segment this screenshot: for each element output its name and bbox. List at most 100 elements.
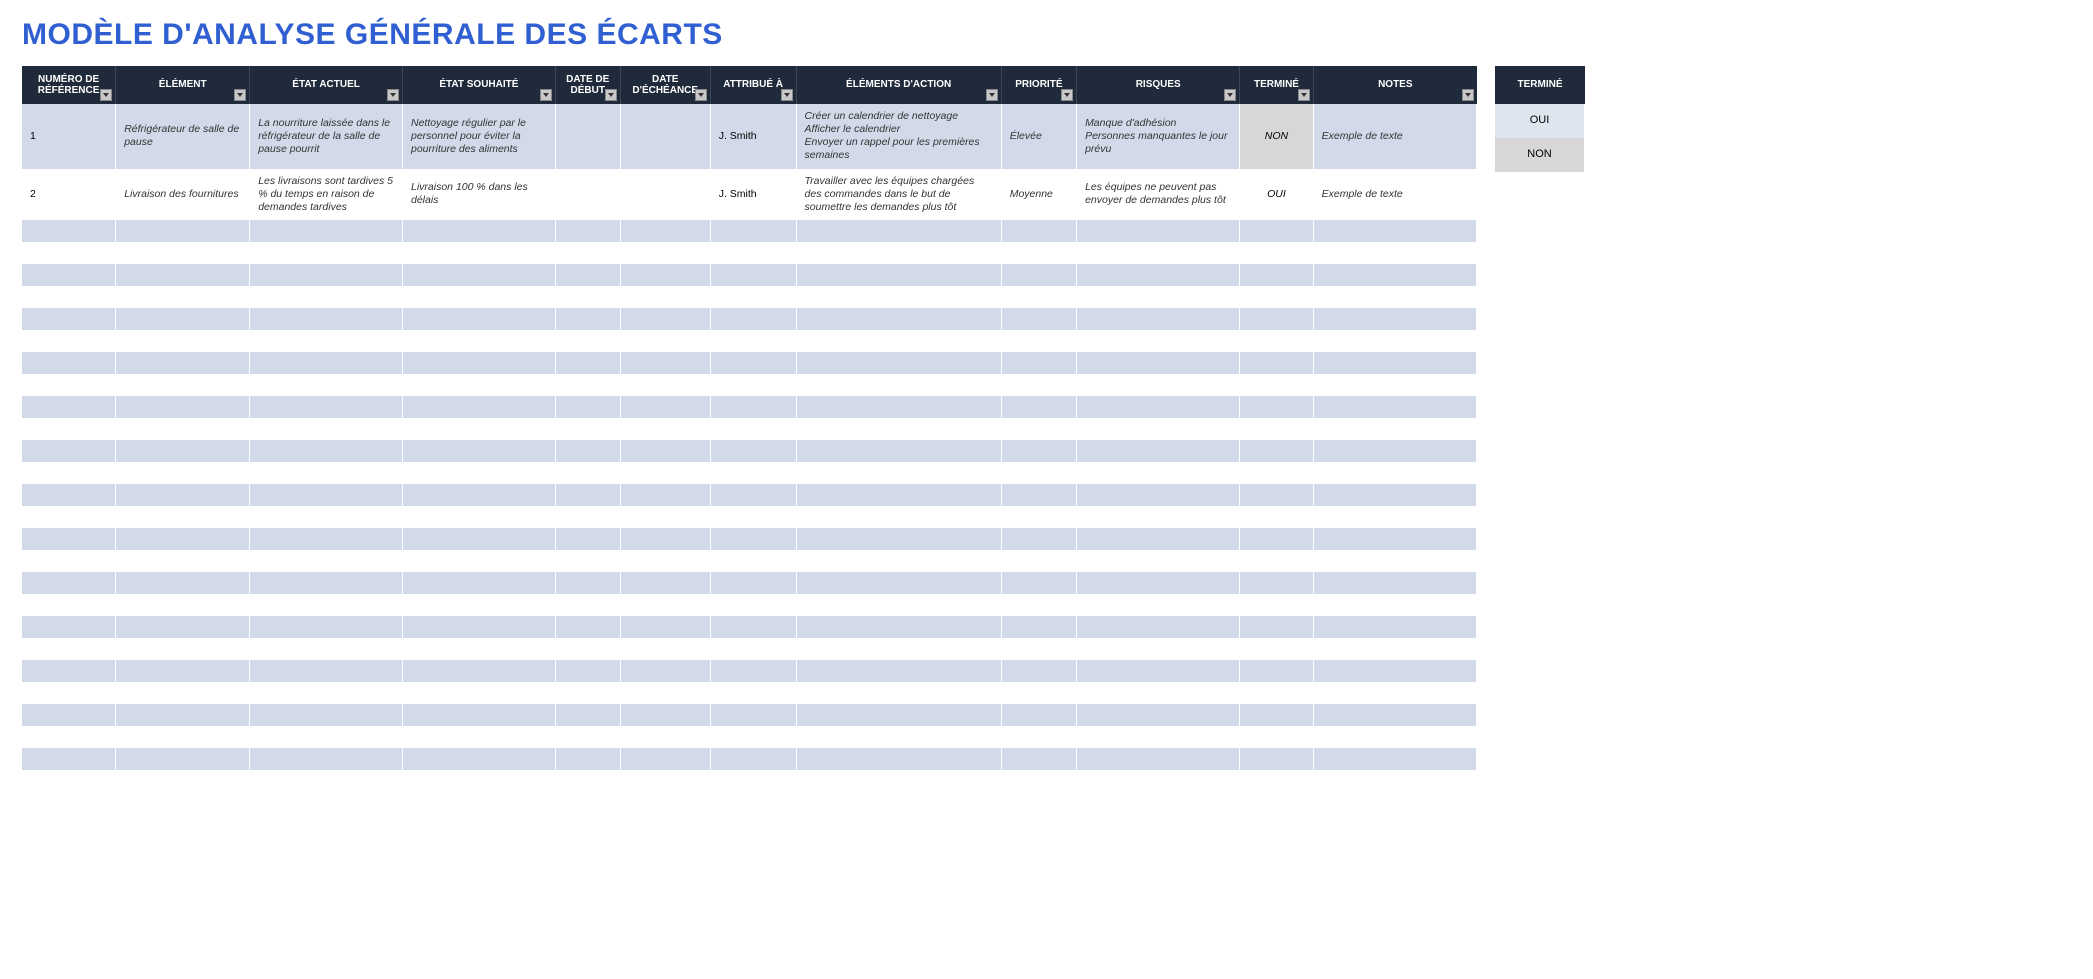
cell-empty[interactable] <box>1240 770 1313 792</box>
cell-empty[interactable] <box>556 374 621 396</box>
cell-empty[interactable] <box>22 572 116 594</box>
cell-empty[interactable] <box>1077 352 1240 374</box>
cell-empty[interactable] <box>1077 418 1240 440</box>
cell-empty[interactable] <box>1077 308 1240 330</box>
cell-empty[interactable] <box>22 308 116 330</box>
cell-empty[interactable] <box>1002 330 1077 352</box>
cell-empty[interactable] <box>1002 286 1077 308</box>
cell-empty[interactable] <box>22 352 116 374</box>
cell-empty[interactable] <box>711 682 797 704</box>
cell-empty[interactable] <box>711 506 797 528</box>
cell-empty[interactable] <box>1077 264 1240 286</box>
cell-empty[interactable] <box>250 616 403 638</box>
cell-empty[interactable] <box>250 330 403 352</box>
cell-actions[interactable]: Travailler avec les équipes chargées des… <box>797 169 1002 220</box>
cell-empty[interactable] <box>403 440 556 462</box>
cell-priorite[interactable]: Moyenne <box>1002 169 1077 220</box>
cell-empty[interactable] <box>556 660 621 682</box>
cell-empty[interactable] <box>1240 528 1313 550</box>
cell-empty[interactable] <box>556 704 621 726</box>
cell-empty[interactable] <box>1077 660 1240 682</box>
cell-empty[interactable] <box>1002 484 1077 506</box>
filter-dropdown-icon[interactable] <box>695 89 707 101</box>
cell-empty[interactable] <box>22 440 116 462</box>
cell-empty[interactable] <box>1077 726 1240 748</box>
cell-empty[interactable] <box>711 440 797 462</box>
cell-empty[interactable] <box>1002 462 1077 484</box>
cell-empty[interactable] <box>403 484 556 506</box>
cell-empty[interactable] <box>556 550 621 572</box>
column-header-date_echeance[interactable]: DATE D'ÉCHÉANCE <box>621 66 711 104</box>
cell-empty[interactable] <box>1314 704 1477 726</box>
cell-empty[interactable] <box>403 418 556 440</box>
filter-dropdown-icon[interactable] <box>1462 89 1474 101</box>
cell-empty[interactable] <box>403 330 556 352</box>
cell-empty[interactable] <box>403 286 556 308</box>
cell-empty[interactable] <box>556 396 621 418</box>
cell-empty[interactable] <box>711 528 797 550</box>
cell-empty[interactable] <box>711 572 797 594</box>
cell-empty[interactable] <box>116 594 250 616</box>
cell-empty[interactable] <box>22 594 116 616</box>
cell-empty[interactable] <box>621 572 711 594</box>
cell-empty[interactable] <box>22 748 116 770</box>
cell-empty[interactable] <box>711 616 797 638</box>
cell-empty[interactable] <box>1314 352 1477 374</box>
cell-empty[interactable] <box>1240 352 1313 374</box>
cell-empty[interactable] <box>116 308 250 330</box>
column-header-actions[interactable]: ÉLÉMENTS D'ACTION <box>797 66 1002 104</box>
cell-empty[interactable] <box>1002 308 1077 330</box>
cell-empty[interactable] <box>621 770 711 792</box>
cell-empty[interactable] <box>797 352 1002 374</box>
cell-empty[interactable] <box>556 572 621 594</box>
cell-empty[interactable] <box>22 242 116 264</box>
cell-empty[interactable] <box>1002 506 1077 528</box>
cell-empty[interactable] <box>22 462 116 484</box>
cell-empty[interactable] <box>1002 770 1077 792</box>
column-header-element[interactable]: ÉLÉMENT <box>116 66 250 104</box>
cell-empty[interactable] <box>1314 726 1477 748</box>
cell-empty[interactable] <box>1002 660 1077 682</box>
cell-empty[interactable] <box>621 220 711 242</box>
cell-empty[interactable] <box>250 374 403 396</box>
cell-empty[interactable] <box>1314 594 1477 616</box>
cell-empty[interactable] <box>1077 484 1240 506</box>
cell-ref[interactable]: 1 <box>22 104 116 169</box>
cell-empty[interactable] <box>797 286 1002 308</box>
cell-empty[interactable] <box>1077 506 1240 528</box>
cell-priorite[interactable]: Élevée <box>1002 104 1077 169</box>
cell-etat_souhaite[interactable]: Nettoyage régulier par le personnel pour… <box>403 104 556 169</box>
cell-empty[interactable] <box>1002 374 1077 396</box>
cell-empty[interactable] <box>116 770 250 792</box>
cell-empty[interactable] <box>250 220 403 242</box>
cell-empty[interactable] <box>711 638 797 660</box>
cell-actions[interactable]: Créer un calendrier de nettoyage Affiche… <box>797 104 1002 169</box>
cell-empty[interactable] <box>116 352 250 374</box>
cell-empty[interactable] <box>1240 396 1313 418</box>
cell-empty[interactable] <box>797 638 1002 660</box>
cell-empty[interactable] <box>1314 528 1477 550</box>
cell-empty[interactable] <box>1002 440 1077 462</box>
cell-empty[interactable] <box>1240 484 1313 506</box>
cell-empty[interactable] <box>1240 682 1313 704</box>
cell-empty[interactable] <box>621 484 711 506</box>
cell-empty[interactable] <box>116 572 250 594</box>
cell-empty[interactable] <box>711 220 797 242</box>
cell-empty[interactable] <box>116 638 250 660</box>
cell-empty[interactable] <box>1314 220 1477 242</box>
cell-empty[interactable] <box>116 462 250 484</box>
cell-empty[interactable] <box>1240 550 1313 572</box>
cell-empty[interactable] <box>1240 572 1313 594</box>
cell-empty[interactable] <box>22 264 116 286</box>
cell-empty[interactable] <box>797 220 1002 242</box>
cell-notes[interactable]: Exemple de texte <box>1314 169 1477 220</box>
cell-empty[interactable] <box>1240 330 1313 352</box>
cell-empty[interactable] <box>621 330 711 352</box>
cell-empty[interactable] <box>797 440 1002 462</box>
cell-empty[interactable] <box>1002 572 1077 594</box>
cell-termine[interactable]: NON <box>1240 104 1313 169</box>
cell-empty[interactable] <box>621 506 711 528</box>
cell-empty[interactable] <box>621 396 711 418</box>
cell-empty[interactable] <box>1314 374 1477 396</box>
cell-empty[interactable] <box>250 242 403 264</box>
